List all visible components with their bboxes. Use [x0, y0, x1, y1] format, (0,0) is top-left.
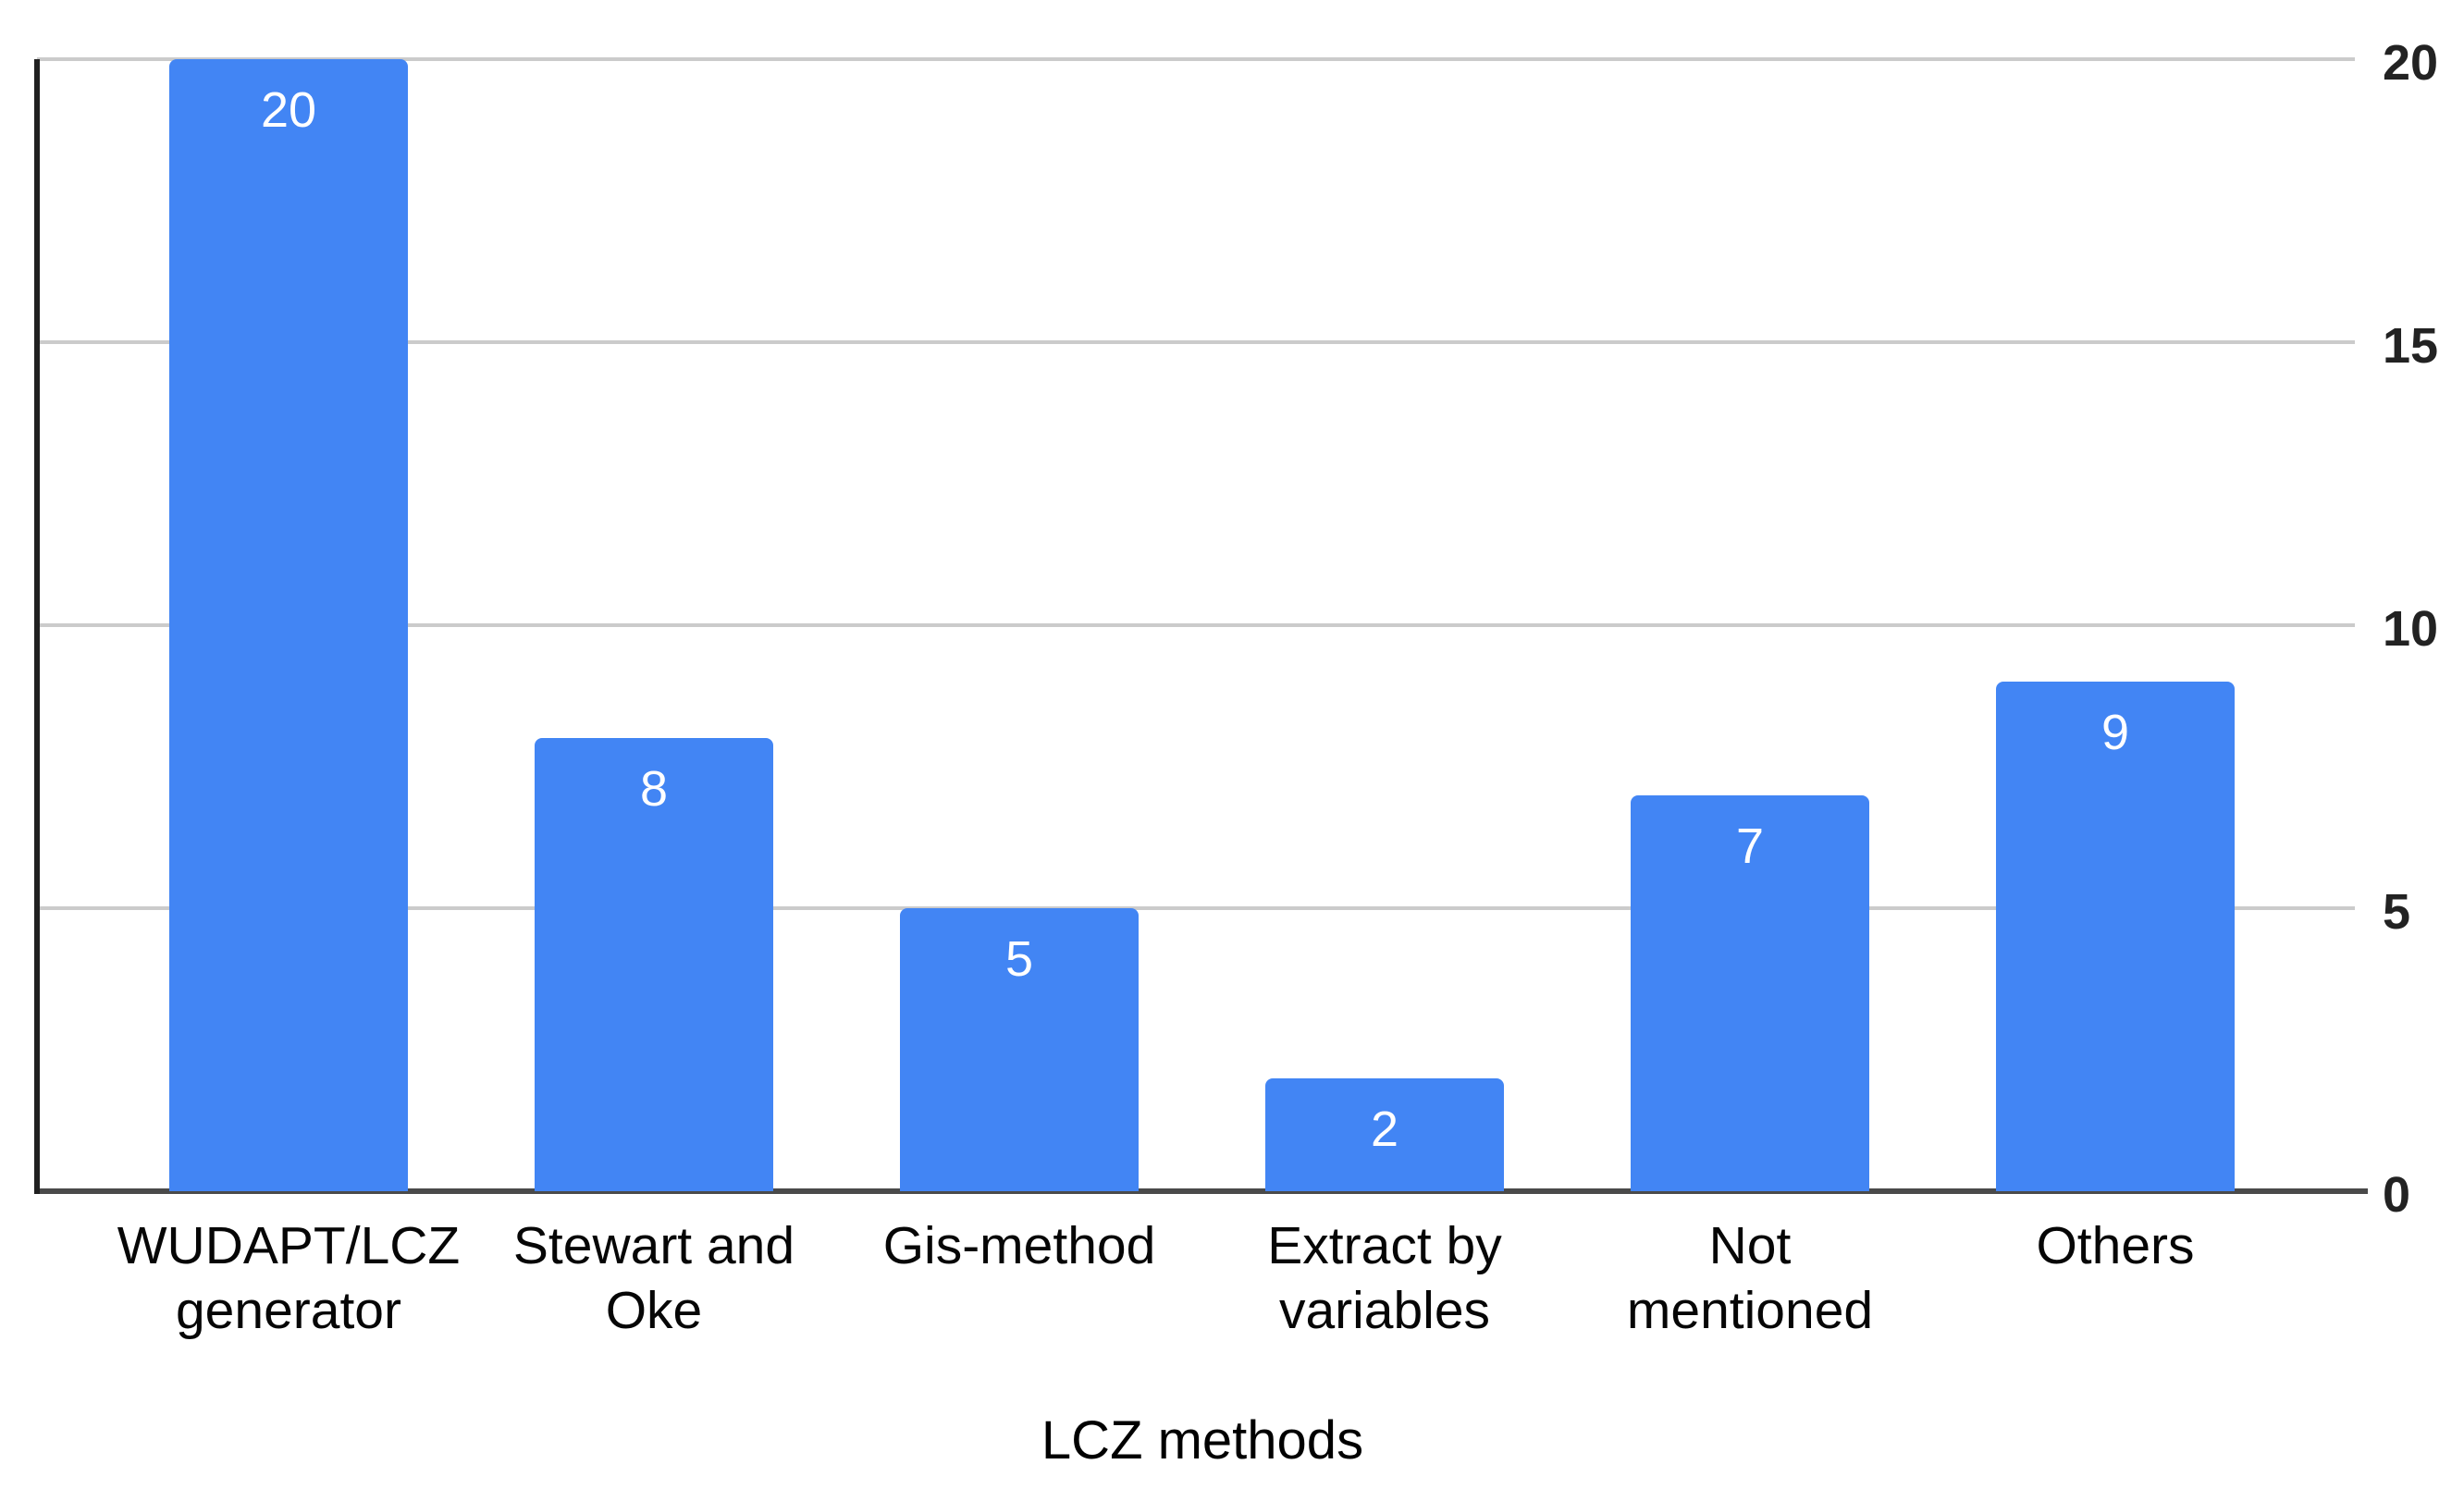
y-tick-label: 0	[2383, 1167, 2411, 1223]
category-label: Stewart and Oke	[512, 1216, 795, 1340]
category-label: Extract by variables	[1267, 1216, 1502, 1340]
bar-value-label: 2	[1370, 1101, 1399, 1157]
bar: 20	[169, 59, 408, 1191]
bar-value-label: 20	[260, 82, 317, 138]
bar-value-label: 9	[2101, 705, 2130, 761]
bar: 8	[535, 738, 773, 1191]
category-label: Gis-method	[882, 1216, 1156, 1275]
y-tick-label: 5	[2383, 884, 2411, 940]
bar: 2	[1265, 1077, 1504, 1191]
y-axis-line	[34, 59, 40, 1194]
y-tick-label: 10	[2383, 601, 2439, 657]
bar: 5	[900, 908, 1139, 1191]
category-label: WUDAPT/LCZ generator	[117, 1216, 461, 1340]
y-tick-label: 15	[2383, 318, 2439, 374]
bar-value-label: 7	[1735, 818, 1765, 874]
bar: 7	[1631, 794, 1869, 1191]
gridline	[37, 623, 2355, 627]
bar-value-label: 5	[1004, 931, 1034, 987]
bar: 9	[1996, 682, 2235, 1191]
gridline	[37, 340, 2355, 344]
x-axis-line	[34, 1188, 2368, 1194]
gridline	[37, 57, 2355, 61]
x-axis-title: LCZ methods	[1041, 1410, 1364, 1471]
y-tick-label: 20	[2383, 35, 2439, 91]
bar-value-label: 8	[639, 761, 669, 818]
category-label: Others	[2036, 1216, 2195, 1275]
gridline	[37, 906, 2355, 910]
category-label: Not mentioned	[1626, 1216, 1874, 1340]
